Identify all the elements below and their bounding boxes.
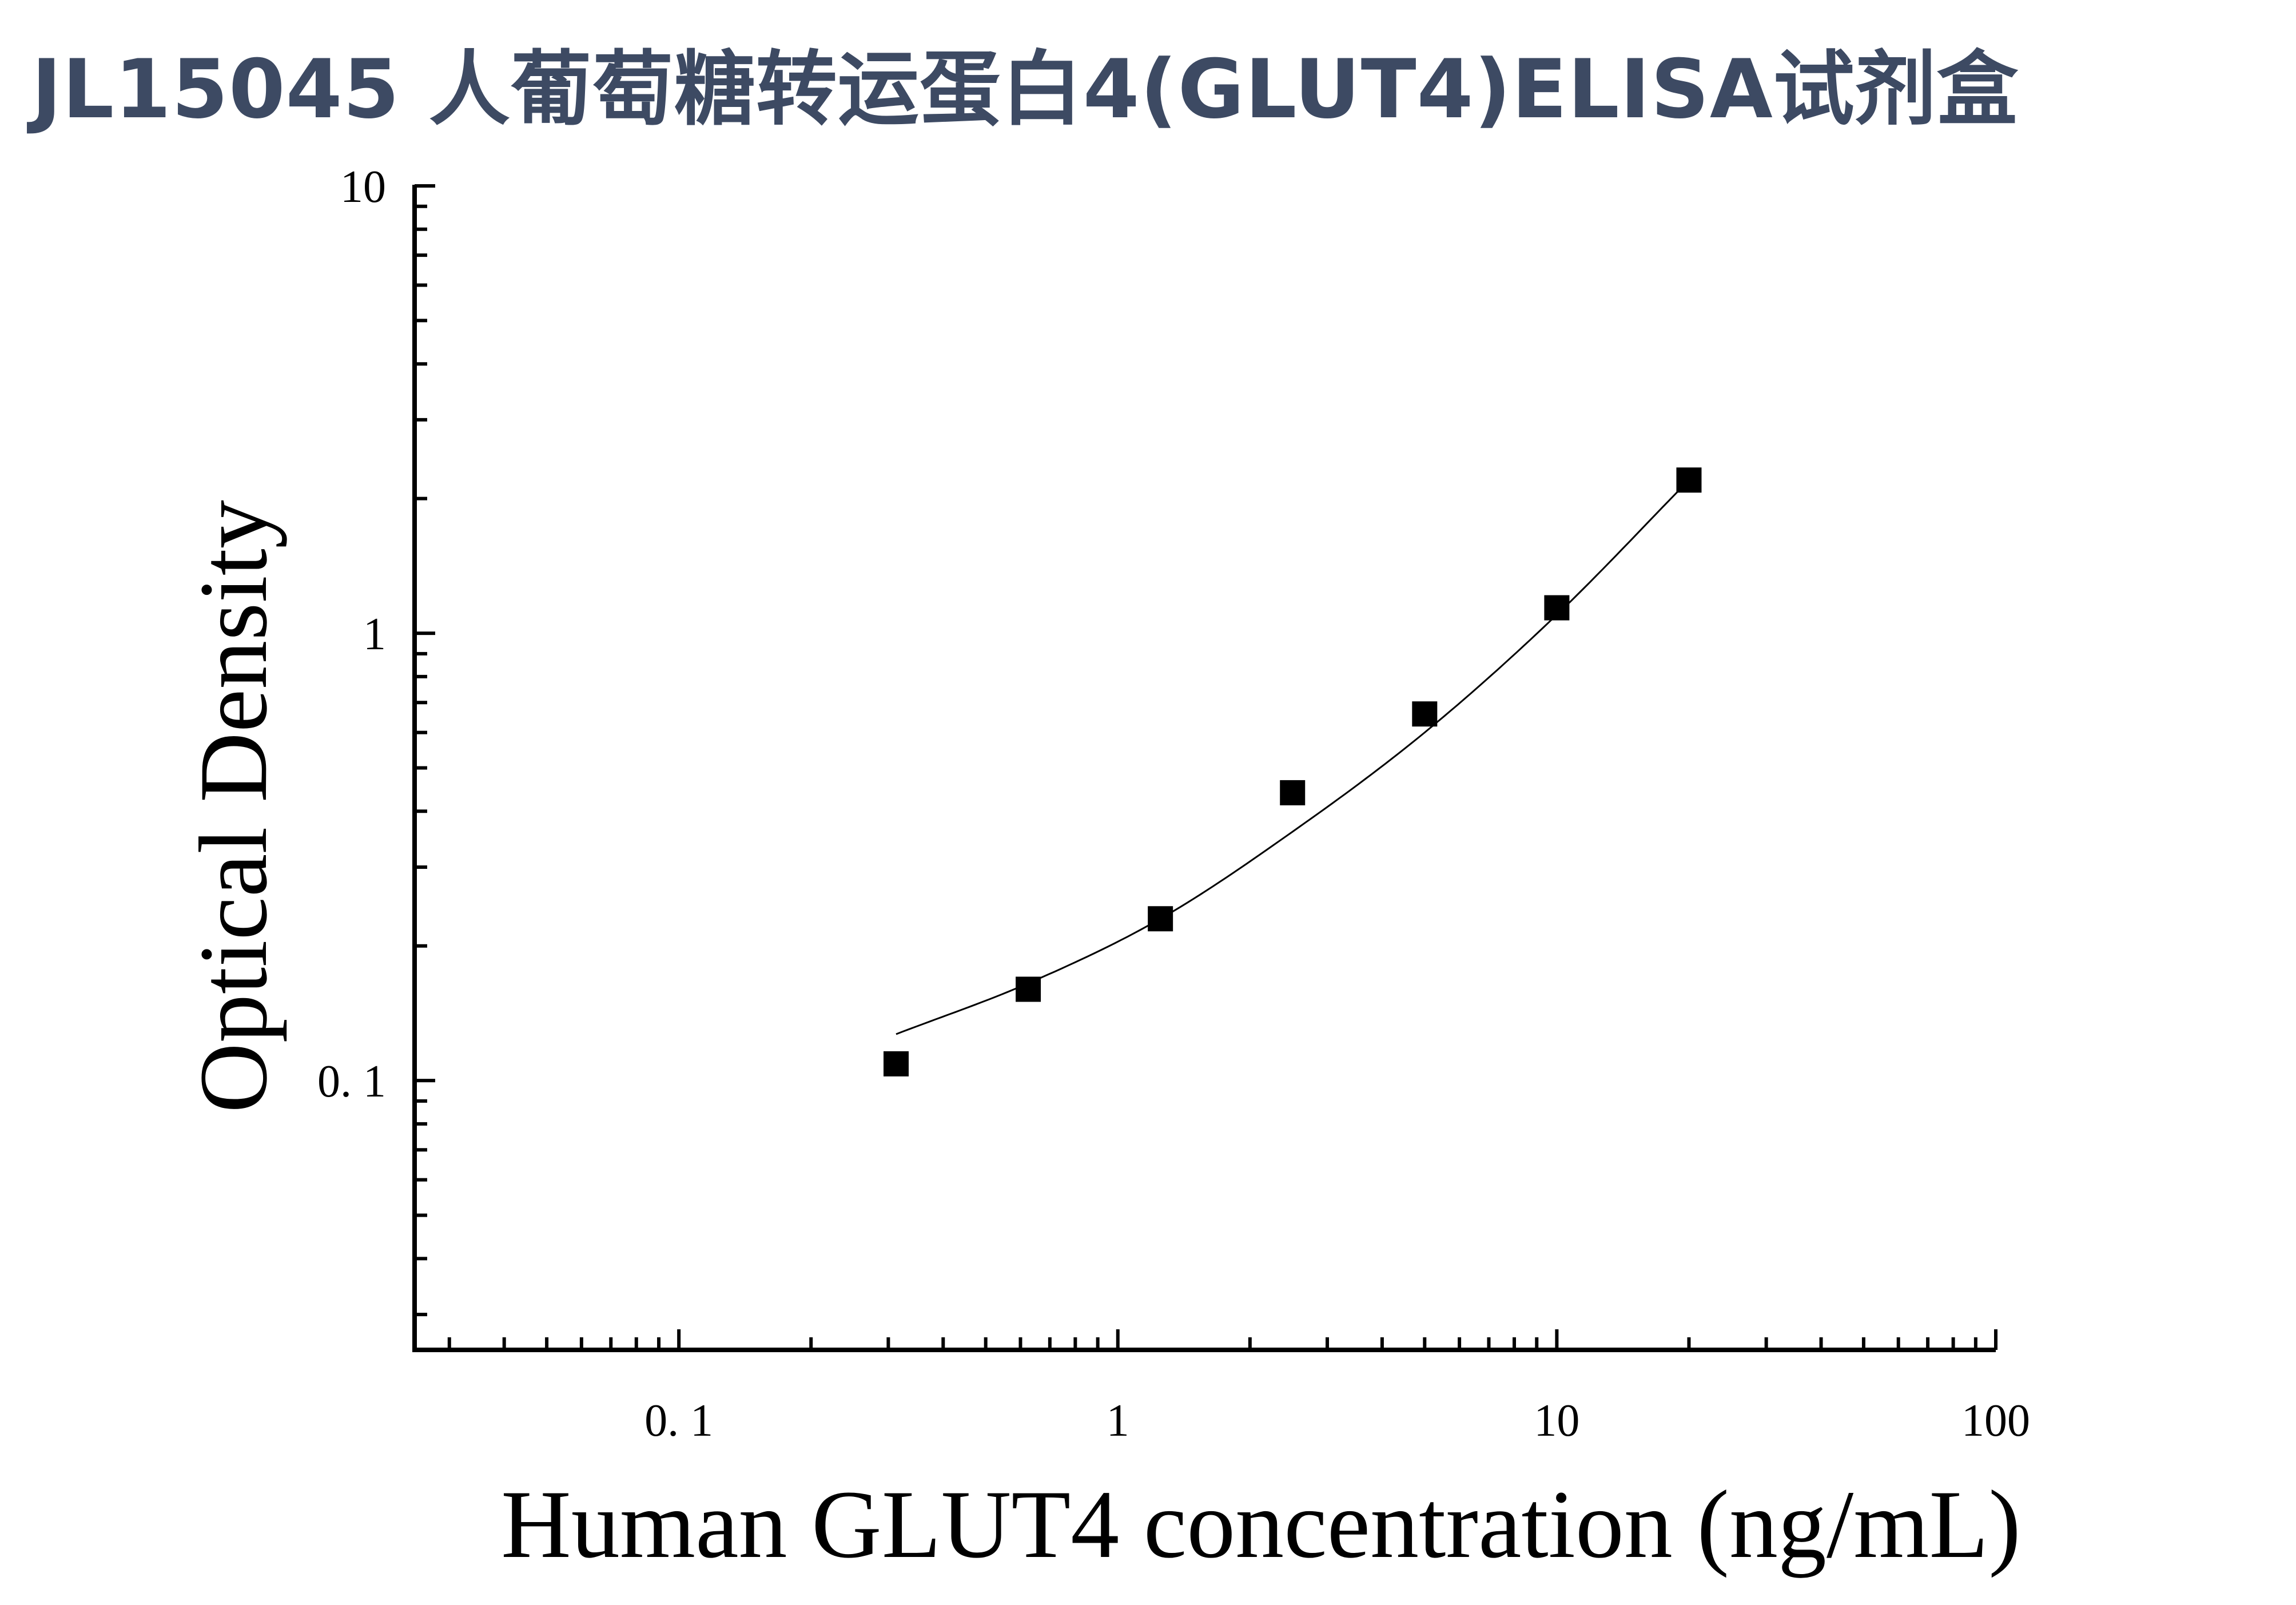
chart-ticks xyxy=(415,184,1997,1350)
data-points-group xyxy=(884,467,1702,1076)
data-point-marker xyxy=(1412,701,1438,727)
fit-curve-group xyxy=(896,479,1690,1035)
y-tick-label: 0. 1 xyxy=(317,1056,386,1107)
x-tick-label: 0. 1 xyxy=(644,1396,713,1446)
data-point-marker xyxy=(1544,595,1570,621)
chart-tick-labels: 0. 1 1 10 100 0. 1 1 10 xyxy=(317,162,2030,1446)
page-title: JL15045 人葡萄糖转运蛋白4(GLUT4)ELISA试剂盒 xyxy=(31,42,2019,137)
data-point-marker xyxy=(884,1051,909,1076)
x-tick-label: 10 xyxy=(1534,1396,1579,1446)
data-point-marker xyxy=(1148,906,1173,932)
x-tick-label: 100 xyxy=(1961,1396,2030,1446)
x-axis-title: Human GLUT4 concentration (ng/mL) xyxy=(501,1471,2021,1578)
x-tick-label: 1 xyxy=(1107,1396,1129,1446)
fit-curve-line xyxy=(896,479,1690,1035)
data-point-marker xyxy=(1280,780,1306,805)
data-point-marker xyxy=(1676,467,1702,493)
y-tick-label: 1 xyxy=(363,609,386,660)
y-axis-title: Optical Density xyxy=(180,500,287,1113)
data-point-marker xyxy=(1016,976,1041,1002)
chart-axes xyxy=(412,185,1996,1352)
y-tick-label: 10 xyxy=(340,162,386,212)
